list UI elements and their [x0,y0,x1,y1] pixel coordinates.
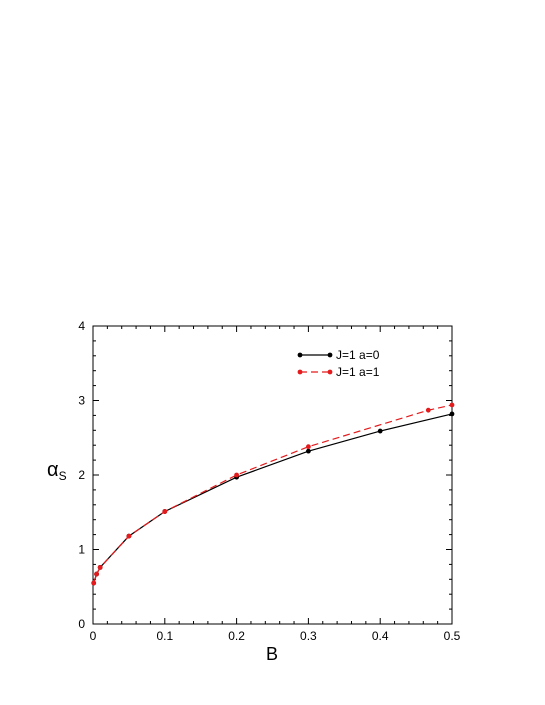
series-layer [91,402,455,586]
data-point [449,402,455,408]
data-point [377,428,383,434]
legend-marker [297,369,303,375]
x-tick-label: 0.4 [372,629,389,643]
legend: J=1 a=0 J=1 a=1 [297,348,380,379]
data-point [162,509,168,514]
legend-item: J=1 a=1 [297,365,380,379]
series-2 [91,402,455,586]
x-tick-label: 0 [90,629,97,643]
series-line [93,413,453,584]
data-point [449,411,455,417]
x-tick-label: 0.3 [300,629,317,643]
data-point [425,407,431,413]
x-axis-title: B [266,644,278,664]
x-tick-label: 0.2 [228,629,245,643]
minor-ticks [93,326,452,624]
y-tick-label: 2 [78,468,85,482]
y-tick-label: 0 [78,617,85,631]
legend-label: J=1 a=1 [336,365,380,379]
major-ticks [92,325,453,625]
y-tick-label: 4 [78,319,85,333]
y-tick-label: 3 [78,394,85,408]
data-point [126,533,132,539]
data-point [91,580,97,586]
legend-item: J=1 a=0 [297,348,380,362]
y-axis-title-main: α [47,459,59,481]
legend-marker [327,352,333,358]
legend-marker [297,352,303,358]
data-point [306,448,311,454]
y-axis-title: αS [47,459,67,483]
y-tick-labels: 0 1 2 3 4 [78,319,85,631]
series-line [93,404,453,584]
legend-marker [327,369,333,375]
plot-frame [92,325,453,625]
data-point [94,571,99,577]
data-point [97,564,103,570]
y-tick-label: 1 [78,543,85,557]
y-axis-title-sub: S [59,469,67,483]
x-tick-label: 0.1 [156,629,173,643]
data-point [306,444,311,450]
series-1 [91,411,455,586]
legend-label: J=1 a=0 [336,348,380,362]
data-point [234,472,240,478]
x-tick-labels: 0 0.1 0.2 0.3 0.4 0.5 [90,629,461,643]
x-tick-label: 0.5 [444,629,461,643]
